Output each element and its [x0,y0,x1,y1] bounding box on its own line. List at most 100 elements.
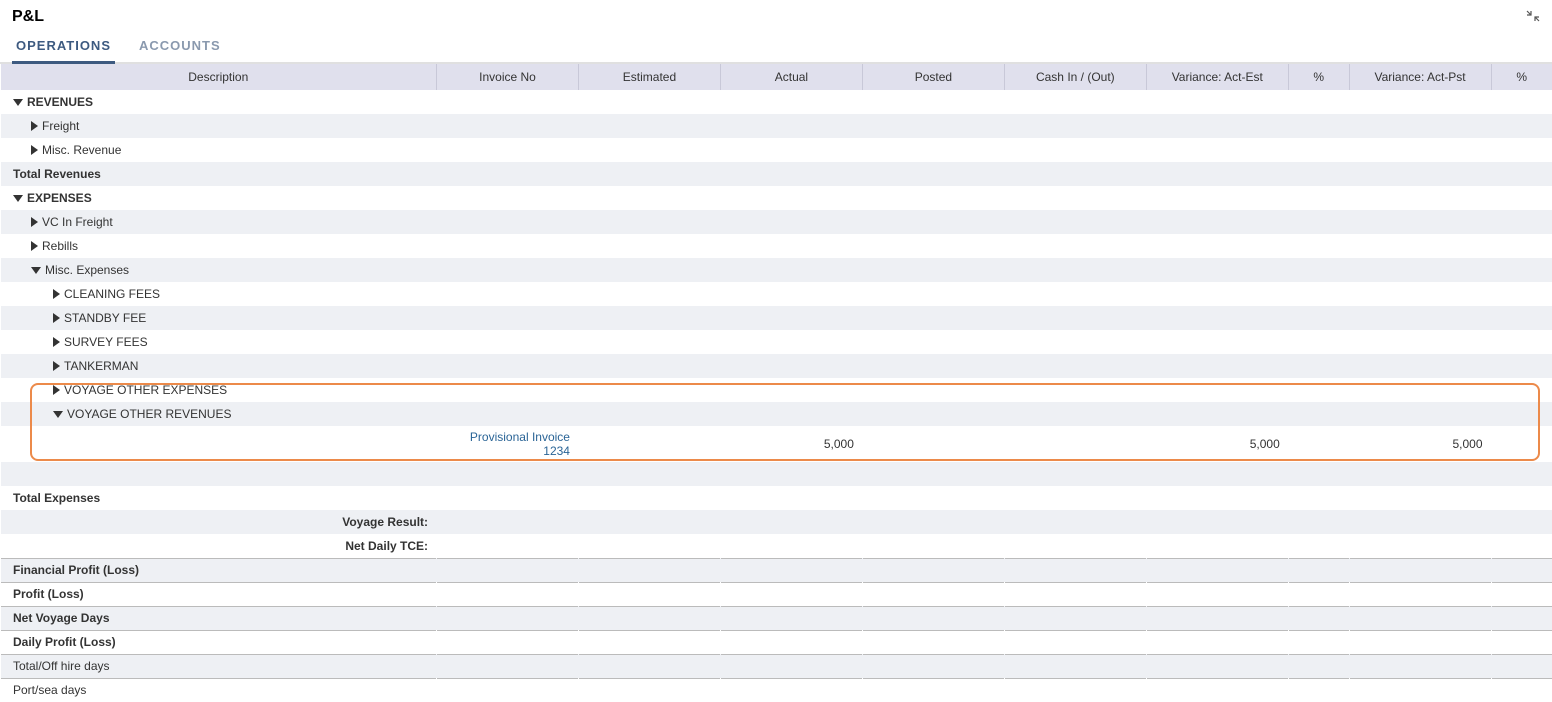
col-cash[interactable]: Cash In / (Out) [1004,64,1146,90]
col-estimated[interactable]: Estimated [578,64,720,90]
cell-pct1 [1288,162,1349,186]
caret-right-icon[interactable] [31,121,38,131]
caret-right-icon[interactable] [31,145,38,155]
cell-var_act_est [1146,486,1288,510]
table-row[interactable]: Misc. Expenses [1,258,1552,282]
cell-var_act_pst [1349,234,1491,258]
cell-var_act_est [1146,234,1288,258]
table-row[interactable]: VOYAGE OTHER EXPENSES [1,378,1552,402]
cell-var_act_pst [1349,630,1491,654]
caret-right-icon[interactable] [53,385,60,395]
caret-right-icon[interactable] [53,313,60,323]
cell-estimated [578,90,720,114]
cell-pct2 [1491,378,1552,402]
cell-pct1 [1288,234,1349,258]
collapse-icon[interactable] [1526,9,1540,26]
table-row[interactable]: Rebills [1,234,1552,258]
cell-pct1 [1288,630,1349,654]
cell-var_act_pst [1349,114,1491,138]
table-row[interactable]: EXPENSES [1,186,1552,210]
cell-estimated [578,378,720,402]
table-row [1,462,1552,486]
cell-var_act_est [1146,582,1288,606]
cell-cash [1004,138,1146,162]
col-pct1[interactable]: % [1288,64,1349,90]
row-label-text: CLEANING FEES [64,287,160,301]
cell-var_act_pst [1349,90,1491,114]
row-label: VOYAGE OTHER REVENUES [9,407,428,421]
tab-accounts[interactable]: ACCOUNTS [135,30,225,64]
table-row[interactable]: TANKERMAN [1,354,1552,378]
pnl-panel: P&L OPERATIONS ACCOUNTS Description Invo… [0,0,1552,702]
cell-var_act_pst [1349,378,1491,402]
cell-estimated [578,426,720,462]
cell-cash [1004,162,1146,186]
cell-estimated [578,630,720,654]
row-label-text: EXPENSES [27,191,92,205]
row-label: Net Voyage Days [9,611,428,625]
cell-actual [720,510,862,534]
caret-down-icon[interactable] [53,411,63,418]
row-label: Port/sea days [9,683,428,697]
cell-posted [862,378,1004,402]
cell-var_act_pst [1349,138,1491,162]
caret-right-icon[interactable] [53,361,60,371]
cell-estimated [578,354,720,378]
cell-actual [720,210,862,234]
table-row[interactable]: Freight [1,114,1552,138]
cell-pct2 [1491,114,1552,138]
row-label-text: VC In Freight [42,215,113,229]
caret-right-icon[interactable] [31,241,38,251]
caret-right-icon[interactable] [31,217,38,227]
col-posted[interactable]: Posted [862,64,1004,90]
row-label: Freight [9,119,428,133]
cell-pct2 [1491,630,1552,654]
cell-cash [1004,606,1146,630]
cell-pct2 [1491,462,1552,486]
cell-cash [1004,582,1146,606]
cell-var_act_pst [1349,354,1491,378]
row-label: Profit (Loss) [9,587,428,601]
row-label: Misc. Revenue [9,143,428,157]
cell-var_act_est [1146,282,1288,306]
caret-down-icon[interactable] [31,267,41,274]
table-row[interactable]: CLEANING FEES [1,282,1552,306]
cell-cash [1004,510,1146,534]
cell-pct2 [1491,186,1552,210]
table-row[interactable]: VOYAGE OTHER REVENUES [1,402,1552,426]
table-row[interactable]: REVENUES [1,90,1552,114]
table-row[interactable]: VC In Freight [1,210,1552,234]
cell-pct2 [1491,306,1552,330]
col-var-act-pst[interactable]: Variance: Act-Pst [1349,64,1491,90]
row-label: Total Expenses [9,491,428,505]
cell-estimated [578,510,720,534]
tab-operations[interactable]: OPERATIONS [12,30,115,64]
table-row[interactable]: SURVEY FEES [1,330,1552,354]
col-description[interactable]: Description [1,64,437,90]
row-label: TANKERMAN [9,359,428,373]
col-actual[interactable]: Actual [720,64,862,90]
cell-posted [862,234,1004,258]
table-row[interactable]: STANDBY FEE [1,306,1552,330]
cell-estimated [578,282,720,306]
cell-actual [720,234,862,258]
cell-posted [862,90,1004,114]
table-row[interactable]: Misc. Revenue [1,138,1552,162]
cell-cash [1004,354,1146,378]
col-pct2[interactable]: % [1491,64,1552,90]
cell-var_act_pst [1349,402,1491,426]
cell-cash [1004,90,1146,114]
caret-right-icon[interactable] [53,289,60,299]
col-invoice[interactable]: Invoice No [437,64,579,90]
cell-pct1 [1288,486,1349,510]
caret-down-icon[interactable] [13,99,23,106]
invoice-link[interactable]: Provisional Invoice 1234 [470,430,570,458]
cell-var_act_pst: 5,000 [1349,426,1491,462]
col-var-act-est[interactable]: Variance: Act-Est [1146,64,1288,90]
caret-down-icon[interactable] [13,195,23,202]
cell-estimated [578,186,720,210]
row-label: EXPENSES [9,191,428,205]
caret-right-icon[interactable] [53,337,60,347]
cell-actual [720,462,862,486]
table-row: Net Daily TCE: [1,534,1552,558]
